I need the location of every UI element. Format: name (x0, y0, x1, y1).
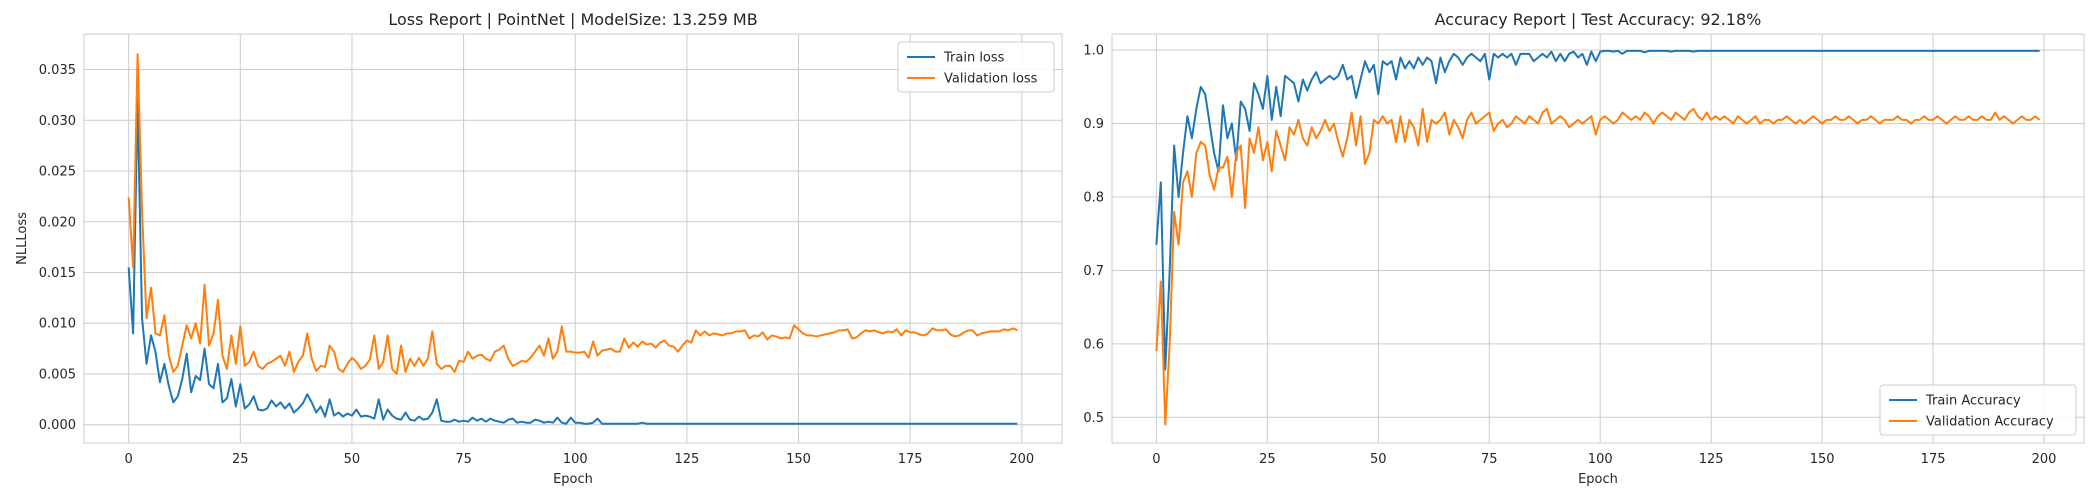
x-tick-label: 75 (455, 452, 472, 467)
series-line-train-loss (127, 98, 1018, 425)
legend-label: Validation Accuracy (1926, 415, 2054, 430)
legend-label: Train loss (943, 51, 1005, 66)
x-tick-label: 175 (898, 452, 923, 467)
y-tick-label: 0.015 (39, 266, 76, 281)
legend-label: Train Accuracy (1925, 394, 2021, 409)
y-tick-label: 0.030 (39, 114, 76, 129)
x-tick-label: 100 (1588, 452, 1613, 467)
chart-title: Accuracy Report | Test Accuracy: 92.18% (1435, 10, 1762, 29)
chart-title: Loss Report | PointNet | ModelSize: 13.2… (388, 10, 757, 29)
x-tick-label: 50 (1370, 452, 1387, 467)
y-tick-label: 1.0 (1083, 44, 1104, 59)
x-tick-label: 25 (1259, 452, 1276, 467)
y-tick-label: 0.9 (1083, 117, 1104, 132)
x-tick-label: 175 (1921, 452, 1946, 467)
accuracy-chart: 0 25 50 75 100 125 150 175 200 0.5 0.6 0.7 0.8 0.9 1.0… (1083, 10, 2085, 487)
legend-box (1879, 384, 2077, 436)
x-tick-label: 125 (1699, 452, 1724, 467)
y-tick-label: 0.6 (1083, 337, 1104, 352)
y-tick-label: 0.025 (39, 165, 76, 180)
series-line-validation-loss (127, 53, 1018, 375)
y-tick-label: 0.000 (39, 418, 76, 433)
y-tick-label: 0.010 (39, 317, 76, 332)
x-tick-label: 75 (1481, 452, 1498, 467)
x-tick-label: 150 (786, 452, 811, 467)
x-tick-label: 100 (563, 452, 588, 467)
x-tick-label: 25 (232, 452, 249, 467)
series-line-validation-accuracy (1155, 107, 2041, 426)
x-axis-label: Epoch (553, 472, 593, 487)
legend: Train loss Validation loss (897, 41, 1055, 93)
x-tick-label: 200 (1009, 452, 1034, 467)
x-tick-label: 200 (2032, 452, 2057, 467)
plot-area (83, 33, 1063, 444)
y-tick-label: 0.035 (39, 63, 76, 78)
y-tick-label: 0.7 (1083, 264, 1104, 279)
y-tick-label: 0.5 (1083, 411, 1104, 426)
x-tick-label: 0 (125, 452, 133, 467)
legend-label: Validation loss (944, 72, 1038, 87)
x-axis-label: Epoch (1578, 472, 1618, 487)
x-tick-label: 150 (1810, 452, 1835, 467)
x-tick-label: 125 (674, 452, 699, 467)
x-tick-label: 50 (344, 452, 361, 467)
y-axis-label: NLLLoss (15, 212, 30, 265)
x-tick-label: 0 (1152, 452, 1160, 467)
series-line-train-accuracy (1155, 49, 2040, 371)
y-tick-label: 0.005 (39, 367, 76, 382)
loss-chart: 0 25 50 75 100 125 150 175 200 0.000 0.005 0.010 0.0… (15, 10, 1063, 487)
plot-area (1111, 33, 2085, 444)
legend-box (897, 41, 1055, 93)
y-tick-label: 0.8 (1083, 191, 1104, 206)
legend: Train Accuracy Validation Accuracy (1879, 384, 2077, 436)
y-tick-label: 0.020 (39, 215, 76, 230)
